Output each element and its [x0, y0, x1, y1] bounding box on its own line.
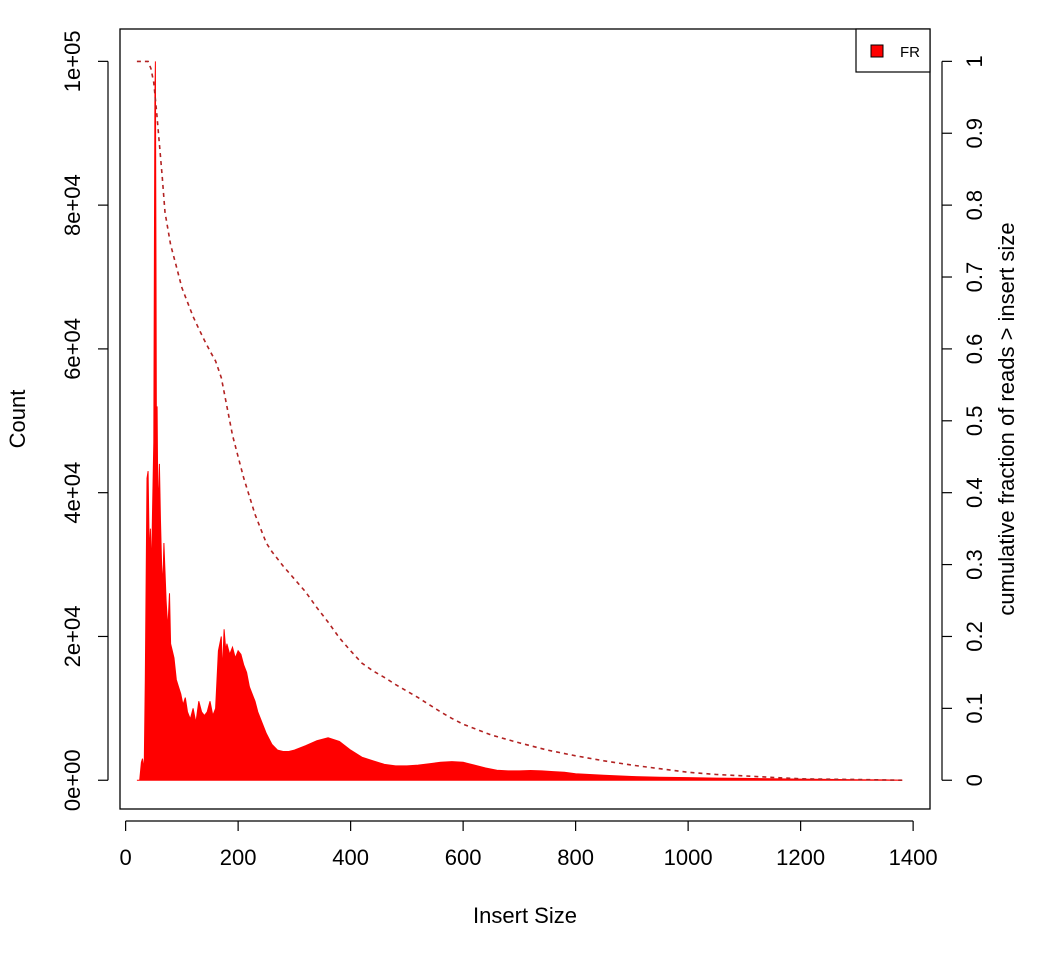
x-tick-label: 1400 — [889, 845, 938, 870]
y2-tick-label: 0.4 — [962, 477, 987, 508]
y-axis-right: 0 0.1 0.2 0.3 0.4 0.5 0.6 0.7 0.8 0.9 1 — [941, 55, 987, 786]
y2-tick-label: 1 — [962, 55, 987, 67]
legend-box — [855, 28, 931, 73]
x-tick-label: 0 — [120, 845, 132, 870]
y-tick-label: 6e+04 — [60, 318, 85, 380]
y2-tick-label: 0.3 — [962, 549, 987, 580]
cumulative-line-layer — [136, 60, 902, 781]
x-tick-label: 600 — [445, 845, 482, 870]
legend-label-fr: FR — [900, 44, 920, 61]
y-tick-label: 2e+04 — [60, 606, 85, 668]
y2-tick-label: 0.1 — [962, 693, 987, 724]
y2-tick-label: 0.7 — [962, 262, 987, 293]
x-tick-label: 400 — [332, 845, 369, 870]
y-tick-label: 4e+04 — [60, 462, 85, 524]
y2-tick-label: 0.5 — [962, 406, 987, 437]
x-tick-label: 1200 — [776, 845, 825, 870]
x-axis: 0 200 400 600 800 1000 1200 1400 — [120, 820, 938, 870]
y-axis-left: 0e+00 2e+04 4e+04 6e+04 8e+04 1e+05 — [60, 30, 109, 811]
x-tick-label: 1000 — [664, 845, 713, 870]
cumulative-fraction-line — [136, 60, 902, 781]
y-tick-label: 1e+05 — [60, 30, 85, 92]
y2-tick-label: 0.2 — [962, 621, 987, 652]
x-tick-label: 200 — [220, 845, 257, 870]
y2-tick-label: 0.6 — [962, 334, 987, 365]
y-axis-title: Count — [5, 390, 30, 449]
histogram-layer — [136, 61, 903, 781]
fr-histogram-area — [136, 61, 903, 781]
plot-frame — [119, 28, 931, 810]
y-tick-label: 0e+00 — [60, 749, 85, 811]
legend-swatch-fr — [870, 44, 884, 58]
y2-tick-label: 0.9 — [962, 118, 987, 149]
y2-tick-label: 0 — [962, 774, 987, 786]
x-tick-label: 800 — [557, 845, 594, 870]
y2-tick-label: 0.8 — [962, 190, 987, 221]
y2-axis-title: cumulative fraction of reads > insert si… — [994, 222, 1019, 615]
legend: FR — [855, 28, 931, 73]
y-tick-label: 8e+04 — [60, 174, 85, 236]
x-axis-title: Insert Size — [473, 903, 577, 928]
